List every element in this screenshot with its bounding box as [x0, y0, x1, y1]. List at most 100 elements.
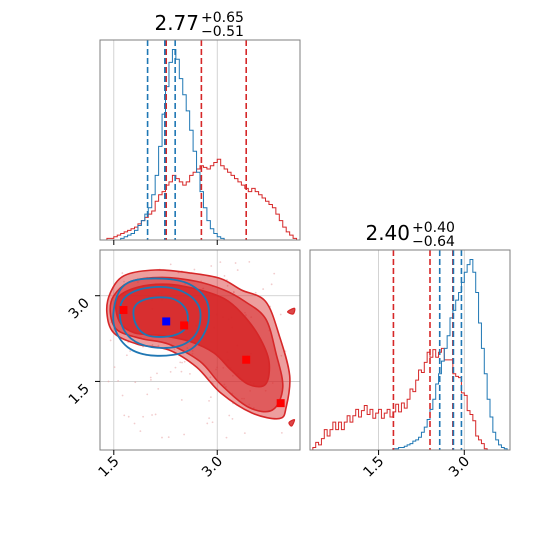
blue-marker [162, 317, 171, 326]
scatter-point [113, 366, 116, 369]
panel-joint-scatter: 1.5 3.0 1.5 3.0 [66, 249, 301, 481]
scatter-point [169, 263, 172, 266]
scatter-point [180, 370, 183, 373]
scatter-point [154, 413, 157, 416]
x-tick-label: 3.0 [446, 454, 473, 481]
scatter-point [210, 265, 213, 267]
scatter-point [121, 394, 124, 397]
scatter-point [208, 417, 211, 420]
y-tick-label: 1.5 [66, 381, 93, 408]
markers [119, 306, 285, 408]
y-tick-label: 3.0 [66, 295, 93, 322]
scatter-point [279, 313, 282, 316]
title-y-plus: +0.40 [412, 220, 455, 236]
scatter-point [236, 269, 239, 271]
title-y-minus: −0.64 [412, 234, 455, 250]
title-x-minus: −0.51 [201, 24, 244, 40]
scatter-point [233, 291, 235, 294]
scatter-point [179, 361, 182, 364]
scatter-point [134, 381, 137, 384]
scatter-point [150, 378, 152, 381]
x-tick-label: 3.0 [199, 454, 226, 481]
panel-border [309, 249, 511, 451]
red-histogram [310, 347, 510, 450]
scatter-point [228, 414, 231, 417]
scatter-point [139, 430, 142, 433]
scatter-point [208, 399, 210, 402]
scatter-point [254, 291, 257, 294]
scatter-point [280, 431, 283, 434]
scatter-point [117, 379, 120, 382]
scatter-point [123, 280, 125, 283]
panel-frame [310, 250, 510, 450]
scatter-point [121, 272, 124, 274]
panel-border [99, 249, 301, 451]
grid [378, 250, 465, 450]
scatter-point [157, 344, 160, 347]
title-y-median: 2.40 [365, 221, 410, 245]
panel-x-histogram: 2.77 +0.65 −0.51 [99, 10, 301, 245]
scatter-point [123, 414, 126, 417]
scatter-point [161, 436, 163, 439]
blue-contour-outer [112, 277, 210, 357]
scatter-point [223, 275, 226, 277]
scatter-point [234, 262, 237, 264]
red-marker [242, 355, 251, 364]
scatter-point [149, 376, 152, 379]
scatter-point [243, 432, 246, 435]
scatter-point [125, 354, 128, 357]
ticks [113, 240, 218, 245]
scatter-point [169, 370, 172, 373]
red-histogram [100, 158, 300, 240]
scatter-point [174, 366, 177, 369]
scatter-point [146, 393, 149, 396]
scatter-point [180, 399, 183, 401]
panel-border [99, 39, 301, 241]
scatter-point [211, 421, 214, 424]
scatter-point [173, 348, 176, 351]
scatter-point [225, 436, 228, 439]
scatter-point [183, 433, 185, 436]
scatter-point [109, 339, 112, 342]
scatter-point [226, 284, 229, 287]
scatter-point [151, 344, 154, 346]
blue-histogram [100, 49, 300, 240]
scatter-point [133, 422, 136, 425]
title-x-median: 2.77 [154, 11, 199, 35]
blue-histogram [310, 259, 510, 450]
title-x-plus: +0.65 [201, 10, 244, 26]
grid [113, 40, 218, 240]
quantile-lines [392, 250, 463, 450]
scatter-point [189, 372, 191, 375]
scatter-point [262, 288, 265, 290]
scatter-point [209, 396, 212, 399]
scatter-point [127, 415, 130, 418]
red-marker [276, 399, 285, 408]
ticks: 1.5 3.0 [360, 450, 473, 481]
scatter-point [248, 261, 251, 263]
scatter-point [142, 415, 145, 418]
red-marker [180, 321, 189, 330]
scatter-point [219, 261, 222, 264]
scatter-point [167, 436, 170, 439]
x-tick-label: 1.5 [360, 454, 387, 481]
scatter-point [280, 354, 283, 357]
scatter-point [206, 422, 209, 425]
scatter-point [181, 361, 183, 364]
scatter-point [270, 283, 273, 286]
scatter-point [209, 376, 212, 379]
scatter-point [151, 414, 153, 416]
x-tick-label: 1.5 [96, 454, 123, 481]
scatter-point [273, 272, 276, 275]
scatter-point [157, 387, 160, 390]
panel-y-histogram: 1.5 3.0 2.40 +0.40 −0.64 [309, 220, 511, 481]
quantile-lines [146, 40, 248, 240]
scatter-point [156, 372, 158, 375]
red-contour-islands [287, 307, 296, 427]
scatter-point [107, 380, 110, 383]
scatter-point [129, 350, 132, 353]
scatter-point [183, 360, 186, 363]
blue-contour-middle [118, 286, 202, 349]
scatter-point [193, 268, 196, 271]
